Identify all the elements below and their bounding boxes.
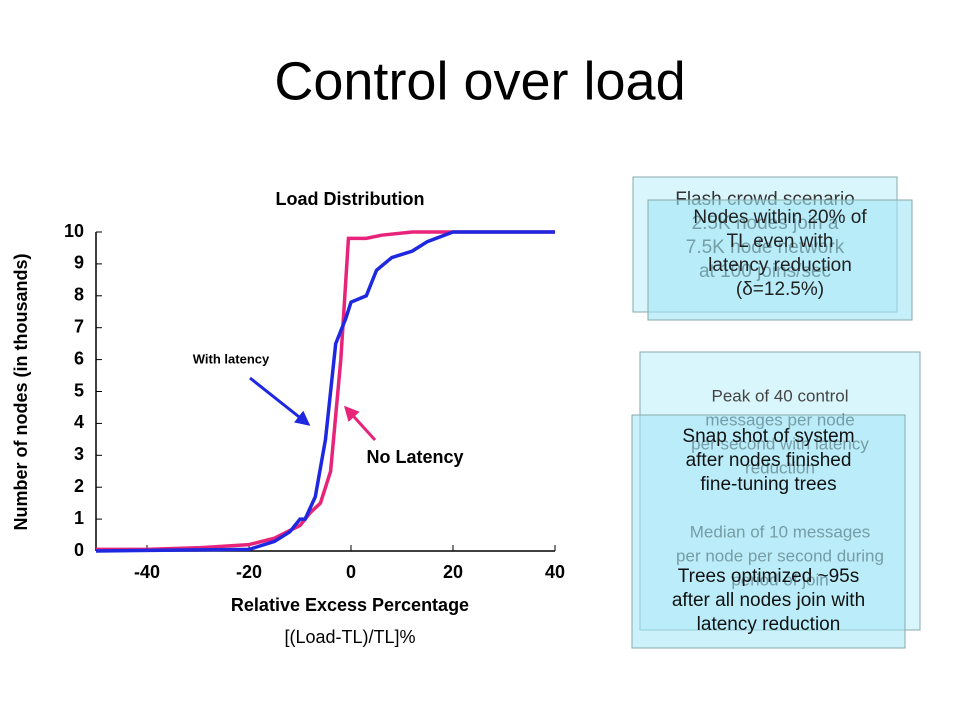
y-tick-label: 4 (74, 412, 84, 432)
y-tick-label: 1 (74, 508, 84, 528)
y-tick-label: 5 (74, 380, 84, 400)
series-line (95, 230, 555, 553)
box-text: Peak of 40 control (711, 386, 848, 405)
y-tick-label: 0 (74, 540, 84, 560)
x-tick-label: -20 (236, 562, 262, 582)
text-box (647, 199, 913, 321)
box-text: Trees optimized ~95s (678, 566, 859, 587)
x-axis-label: Relative Excess Percentage (231, 595, 469, 615)
y-axis-label: Number of nodes (in thousands) (11, 253, 31, 530)
box-text: after all nodes join with (672, 590, 865, 611)
box-text: TL even with (726, 231, 833, 252)
box-text: Snap shot of system (682, 426, 854, 447)
y-tick-label: 8 (74, 285, 84, 305)
x-axis-sublabel: [(Load-TL)/TL]% (284, 627, 415, 647)
x-tick-label: 20 (443, 562, 463, 582)
series-annotation: With latency (193, 351, 270, 366)
chart-title: Load Distribution (276, 189, 425, 209)
box-text: after nodes finished (686, 450, 852, 471)
x-tick-label: -40 (134, 562, 160, 582)
box-text: fine-tuning trees (700, 474, 836, 495)
y-tick-label: 10 (64, 221, 84, 241)
arrow (249, 376, 311, 426)
box-text: latency reduction (697, 614, 841, 635)
x-tick-label: 0 (346, 562, 356, 582)
series-line (96, 230, 555, 552)
slide-title: Control over load (274, 51, 685, 111)
y-tick-label: 6 (74, 348, 84, 368)
arrow (343, 405, 377, 442)
text-box (631, 414, 906, 649)
box-text: latency reduction (708, 255, 852, 276)
x-tick-label: 40 (545, 562, 565, 582)
box-text: (δ=12.5%) (736, 279, 824, 300)
y-tick-label: 3 (74, 444, 84, 464)
series-annotation: No Latency (366, 447, 463, 467)
box-text: Nodes within 20% of (693, 207, 867, 228)
y-tick-label: 7 (74, 316, 84, 336)
y-tick-label: 9 (74, 253, 84, 273)
y-tick-label: 2 (74, 476, 84, 496)
